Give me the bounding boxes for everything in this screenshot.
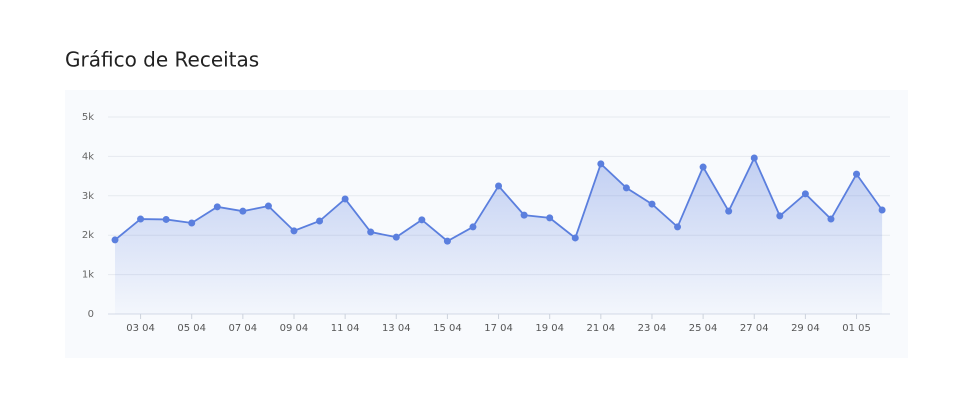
y-tick-label: 4k <box>82 151 94 162</box>
x-tick-label: 15 04 <box>433 323 462 334</box>
point <box>750 154 758 162</box>
y-tick-label: 1k <box>82 270 94 281</box>
x-tick-label: 05 04 <box>177 323 206 334</box>
x-tick-label: 07 04 <box>229 323 258 334</box>
x-tick-label: 25 04 <box>689 323 718 334</box>
x-tick-label: 11 04 <box>331 323 360 334</box>
point <box>469 223 477 231</box>
x-tick-label: 09 04 <box>280 323 309 334</box>
point <box>213 203 221 211</box>
point <box>622 184 630 192</box>
point <box>648 200 656 208</box>
point <box>367 228 375 236</box>
point <box>239 207 247 215</box>
x-tick-label: 27 04 <box>740 323 769 334</box>
chart-title: Gráfico de Receitas <box>65 48 259 72</box>
point <box>188 219 196 227</box>
area-fill <box>115 157 883 314</box>
point <box>827 215 835 223</box>
point <box>597 160 605 168</box>
point <box>674 223 682 231</box>
point <box>546 214 554 222</box>
point <box>443 237 451 245</box>
x-tick-label: 21 04 <box>587 323 616 334</box>
point <box>111 236 119 244</box>
point <box>878 206 886 214</box>
point <box>341 195 349 203</box>
y-tick-label: 0 <box>88 309 94 320</box>
y-tick-label: 2k <box>82 230 94 241</box>
point <box>264 202 272 210</box>
y-tick-label: 5k <box>82 112 94 123</box>
point <box>725 207 733 215</box>
point <box>776 212 784 220</box>
x-tick-label: 01 05 <box>842 323 871 334</box>
point <box>571 234 579 242</box>
y-tick-label: 3k <box>82 191 94 202</box>
point <box>520 211 528 219</box>
point <box>418 216 426 224</box>
x-tick-label: 29 04 <box>791 323 820 334</box>
x-tick-label: 19 04 <box>535 323 564 334</box>
point <box>699 163 707 171</box>
x-tick-label: 23 04 <box>638 323 667 334</box>
point <box>290 227 298 235</box>
point <box>316 217 324 225</box>
point <box>392 233 400 241</box>
point <box>137 215 145 223</box>
point <box>495 182 503 190</box>
x-tick-label: 03 04 <box>126 323 155 334</box>
point <box>162 215 170 223</box>
x-tick-label: 13 04 <box>382 323 411 334</box>
point <box>801 190 809 198</box>
point <box>853 170 861 178</box>
x-tick-label: 17 04 <box>484 323 513 334</box>
